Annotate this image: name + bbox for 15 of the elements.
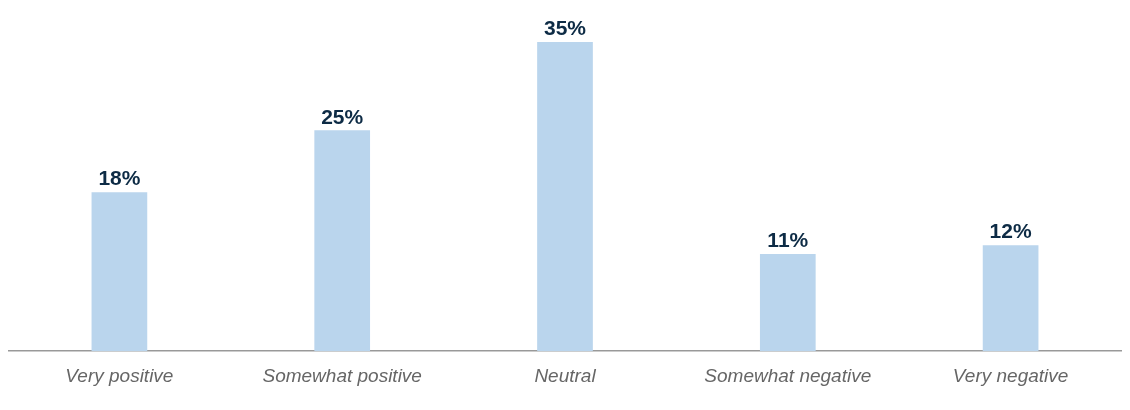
- x-tick-label: Neutral: [534, 364, 597, 386]
- bar: [759, 254, 816, 352]
- x-tick-label: Very negative: [952, 364, 1069, 386]
- bar: [537, 42, 593, 352]
- x-tick-label: Somewhat positive: [262, 364, 422, 386]
- bar: [982, 245, 1039, 352]
- x-tick-label: Very positive: [65, 364, 174, 386]
- data-label: 11%: [767, 228, 809, 252]
- data-label: 18%: [98, 166, 141, 190]
- x-tick-label: Somewhat negative: [704, 364, 872, 386]
- data-label: 35%: [543, 16, 587, 40]
- data-label: 25%: [321, 104, 364, 128]
- bar: [91, 192, 148, 352]
- data-label: 12%: [989, 219, 1032, 243]
- bar: [314, 130, 371, 352]
